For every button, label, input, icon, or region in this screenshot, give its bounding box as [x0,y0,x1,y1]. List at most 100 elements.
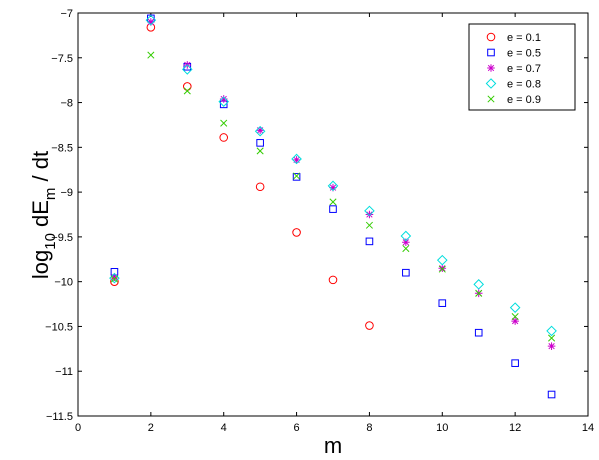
x-tick-label: 0 [75,422,81,434]
y-tick-label: −8 [60,98,73,110]
data-point [511,317,519,325]
x-tick-label: 14 [582,422,594,434]
x-tick-label: 8 [366,422,372,434]
y-tick-label: −10 [54,277,73,289]
legend-entry: e = 0.9 [487,94,541,106]
legend-marker [485,78,497,89]
x-tick-label: 10 [436,422,448,434]
data-point [110,275,118,283]
data-point [400,230,412,242]
legend-entry: e = 0.1 [486,32,541,44]
data-point [327,180,339,192]
data-point [475,289,483,297]
data-point [292,173,301,181]
data-point [402,244,410,253]
y-axis-label: log10 dEm / dt [28,151,59,279]
data-point [255,182,265,192]
data-point [329,183,337,192]
y-axis-label-log: log [28,250,53,279]
data-point [365,237,374,246]
data-point [219,95,228,103]
y-tick-label: −8.5 [51,142,73,154]
y-tick-label: −10.5 [45,321,73,333]
y-tick-label: −11 [55,366,73,378]
y-axis-label-de: dE [28,200,53,233]
legend-entry: e = 0.8 [485,78,541,91]
data-point [473,279,485,290]
x-tick-label: 2 [148,422,154,434]
data-point [291,153,302,165]
data-point [110,273,119,281]
data-point [402,238,410,247]
data-point [220,119,228,127]
legend-marker [487,64,495,72]
legend-label: e = 0.5 [507,48,541,60]
data-point [365,210,374,219]
x-axis-label: m [324,433,342,458]
data-point [147,18,155,26]
data-point [293,172,301,180]
data-point [438,265,446,273]
legend-marker [487,95,495,103]
y-axis-label-base: 10 [42,233,59,250]
data-point [474,328,483,337]
data-points [109,14,557,399]
data-point [218,96,230,107]
legend-label: e = 0.1 [507,32,541,44]
y-axis-label-m-sub: m [42,188,59,201]
legend-box [468,23,576,111]
data-point [145,14,157,26]
data-point [328,275,338,285]
x-tick-label: 12 [509,422,521,434]
data-point [511,313,519,321]
y-axis-label-dt: / dt [28,151,53,188]
data-point [436,254,448,266]
data-point [147,51,155,59]
svg-text:log10 dEm / dt: log10 dEm / dt [28,151,59,279]
data-point [509,302,521,313]
data-point [181,64,193,75]
legend-label: e = 0.7 [507,63,541,75]
data-point [547,390,556,399]
y-tick-label: −7 [60,8,73,20]
series-e-0-9 [110,51,556,342]
data-point [256,147,264,155]
data-point [365,321,374,330]
y-tick-label: −7.5 [51,53,73,65]
data-point [292,156,301,164]
data-point [329,205,337,213]
data-point [292,228,301,237]
legend-entry: e = 0.5 [487,48,541,60]
x-axis: 0 2 4 6 8 10 12 14 [75,13,594,434]
y-tick-label: −11.5 [46,411,73,423]
x-tick-label: 6 [294,422,300,434]
data-point [256,139,264,147]
legend: e = 0.1 e = 0.5 e = 0.7 e = 0.8 e = 0.9 [468,23,576,111]
data-point [402,268,410,277]
data-point [256,126,264,135]
data-point [219,133,229,142]
series-e-0-8 [109,14,557,337]
data-point [365,221,373,229]
data-point [254,125,266,137]
data-point [438,264,447,273]
data-point [511,359,519,367]
legend-entry: e = 0.7 [487,63,541,75]
data-point [547,342,556,350]
legend-marker [486,32,496,42]
legend-label: e = 0.8 [507,79,541,91]
y-axis: −7 −7.5 −8 −8.5 −9 −9.5 −10 −10.5 −11 −11.5 [45,8,588,423]
y-tick-label: −9 [60,187,73,199]
data-point [548,334,556,342]
data-point [546,325,557,337]
legend-label: e = 0.9 [507,94,541,106]
series-e-0-1 [110,23,374,330]
data-point [438,299,447,307]
data-point [183,87,191,95]
y-tick-label: −9.5 [51,232,73,244]
data-point [364,205,375,217]
x-tick-label: 4 [221,422,227,434]
data-point [329,198,337,206]
legend-marker [487,48,495,57]
